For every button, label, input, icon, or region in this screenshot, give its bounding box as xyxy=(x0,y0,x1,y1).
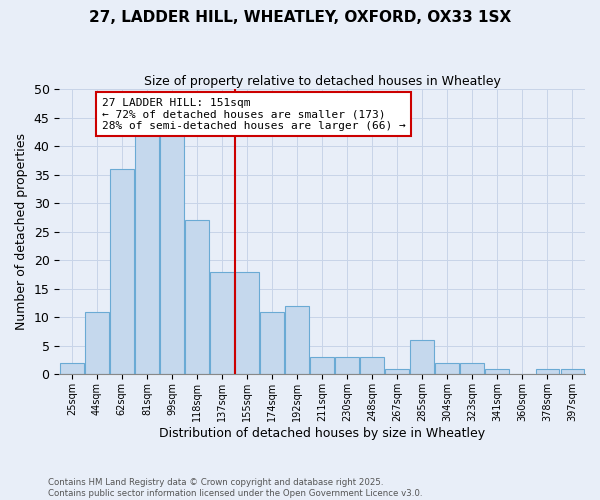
Bar xyxy=(135,135,159,374)
Bar xyxy=(361,358,384,374)
Bar xyxy=(235,272,259,374)
Bar xyxy=(436,363,459,374)
Bar xyxy=(285,306,309,374)
Text: 27 LADDER HILL: 151sqm
← 72% of detached houses are smaller (173)
28% of semi-de: 27 LADDER HILL: 151sqm ← 72% of detached… xyxy=(102,98,406,131)
Bar xyxy=(560,368,584,374)
Bar xyxy=(260,312,284,374)
Bar xyxy=(310,358,334,374)
Title: Size of property relative to detached houses in Wheatley: Size of property relative to detached ho… xyxy=(144,75,500,88)
Bar xyxy=(335,358,359,374)
Bar xyxy=(160,135,184,374)
Bar xyxy=(385,368,409,374)
Bar xyxy=(185,220,209,374)
Bar xyxy=(460,363,484,374)
Y-axis label: Number of detached properties: Number of detached properties xyxy=(15,134,28,330)
Bar xyxy=(110,169,134,374)
Bar xyxy=(485,368,509,374)
Text: 27, LADDER HILL, WHEATLEY, OXFORD, OX33 1SX: 27, LADDER HILL, WHEATLEY, OXFORD, OX33 … xyxy=(89,10,511,25)
Bar xyxy=(60,363,83,374)
Bar xyxy=(210,272,234,374)
Bar xyxy=(536,368,559,374)
Bar xyxy=(410,340,434,374)
Text: Contains HM Land Registry data © Crown copyright and database right 2025.
Contai: Contains HM Land Registry data © Crown c… xyxy=(48,478,422,498)
Bar xyxy=(85,312,109,374)
X-axis label: Distribution of detached houses by size in Wheatley: Distribution of detached houses by size … xyxy=(159,427,485,440)
